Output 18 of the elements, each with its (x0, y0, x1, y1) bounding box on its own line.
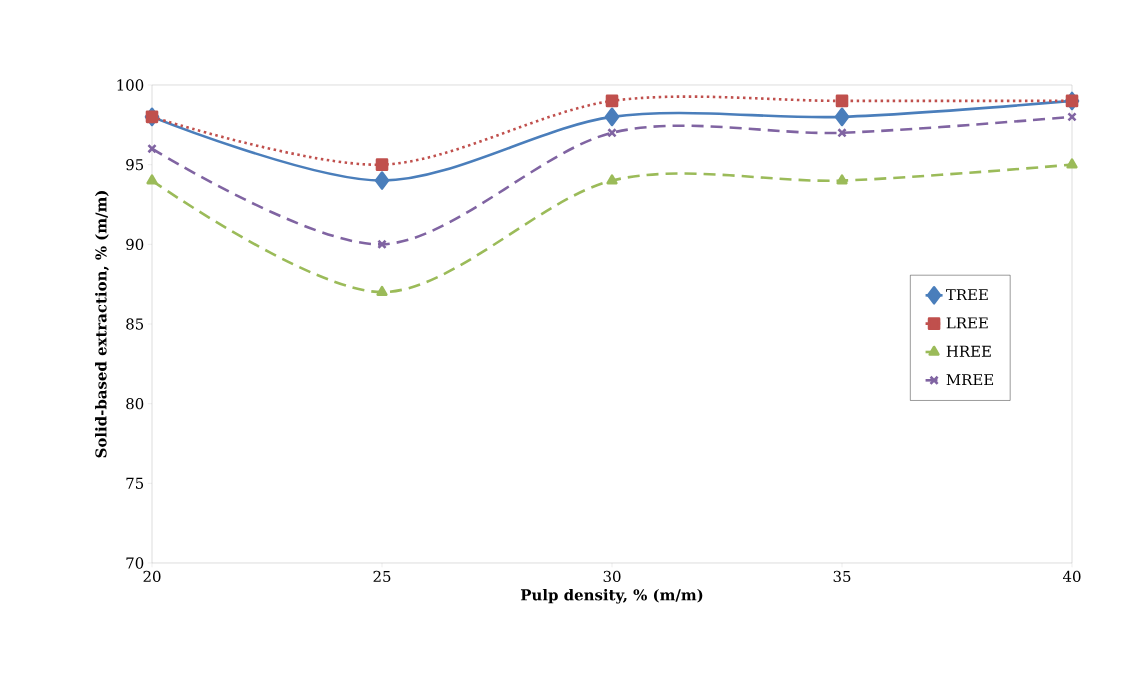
x-tick-label: 20 (143, 570, 161, 583)
y-tick-label: 100 (117, 79, 144, 91)
y-tick-label: 80 (126, 398, 144, 410)
x-tick-label: 25 (373, 570, 391, 583)
y-tick-label: 90 (126, 238, 144, 250)
y-tick-label: 85 (126, 318, 144, 330)
x-tick-label: 40 (1062, 570, 1081, 583)
y-tick-label: 70 (126, 557, 144, 569)
y-tick-label: 75 (126, 477, 144, 489)
legend-label: MREE (946, 374, 994, 386)
y-axis-title: Solid-based extraction, % (m/m) (95, 191, 109, 458)
x-axis-title: Pulp density, % (m/m) (520, 588, 703, 604)
x-tick-label: 30 (603, 570, 621, 583)
y-tick-label: 95 (126, 159, 144, 171)
x-tick-label: 35 (833, 570, 851, 583)
legend-label: HREE (946, 345, 991, 357)
legend-label: LREE (946, 317, 988, 329)
legend-label: TREE (946, 289, 988, 301)
